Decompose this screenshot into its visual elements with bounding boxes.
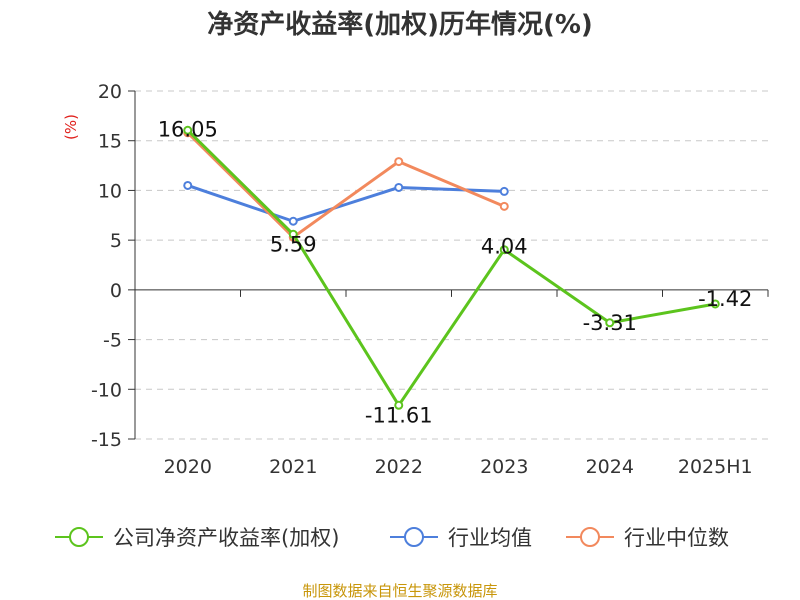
data-labels: 16.05 5.59 -11.61 4.04 -3.31 -1.42 [158,117,753,427]
data-label: 5.59 [270,232,317,256]
y-tick-label: 5 [110,230,122,252]
data-label: -1.42 [698,287,752,311]
x-tick-label: 2023 [480,456,528,478]
source-note: 制图数据来自恒生聚源数据库 [302,582,497,600]
data-point[interactable] [710,299,720,309]
data-point[interactable] [499,245,509,255]
y-axis-unit-label: (%) [62,114,80,140]
series-line [187,184,505,223]
data-point[interactable] [499,201,509,211]
legend-marker-icon [69,527,89,547]
series-lines [183,125,720,410]
data-point[interactable] [288,229,298,239]
legend-marker-icon [404,527,424,547]
x-tick-label: 2025H1 [678,456,753,478]
y-tick-label: 20 [98,81,122,103]
legend-marker-icon [580,527,600,547]
data-point[interactable] [394,157,404,167]
series-1 [183,180,509,226]
series-line [186,129,716,407]
y-tick-label: -15 [91,429,122,451]
chart-title: 净资产收益率(加权)历年情况(%) [207,9,593,40]
grid-lines [135,90,768,440]
data-point[interactable] [183,125,193,135]
y-tick-label: 15 [98,131,122,153]
legend-label: 行业中位数 [624,526,729,550]
x-tick-label: 2024 [586,456,634,478]
y-tick-label: -5 [103,330,122,352]
x-tick-label: 2021 [269,456,317,478]
x-tick-label: 2020 [164,456,212,478]
data-label: 4.04 [481,235,528,259]
data-point[interactable] [288,216,298,226]
legend-item-2[interactable]: 行业中位数 [566,526,729,550]
legend-label: 行业均值 [448,526,532,550]
data-label: -3.31 [583,311,637,335]
data-point[interactable] [394,400,404,410]
x-tick-label: 2022 [375,456,423,478]
y-tick-label: 10 [98,180,122,202]
series-2 [183,128,509,242]
data-point[interactable] [605,318,615,328]
legend[interactable]: 公司净资产收益率(加权) 行业均值 行业中位数 [55,526,729,550]
series-0 [183,125,720,410]
data-label: 16.05 [158,117,218,141]
data-point[interactable] [499,186,509,196]
data-point[interactable] [394,182,404,192]
data-point[interactable] [183,180,193,190]
y-tick-label: -10 [91,379,122,401]
data-label: -11.61 [365,403,433,427]
legend-label: 公司净资产收益率(加权) [113,526,339,550]
series-line [186,131,505,239]
y-tick-label: 0 [110,280,122,302]
legend-item-1[interactable]: 行业均值 [390,526,532,550]
axes: 20 15 10 5 0 -5 -10 -15 2020 2021 2022 2023 2024 2025… [91,81,769,478]
legend-item-0[interactable]: 公司净资产收益率(加权) [55,526,339,550]
